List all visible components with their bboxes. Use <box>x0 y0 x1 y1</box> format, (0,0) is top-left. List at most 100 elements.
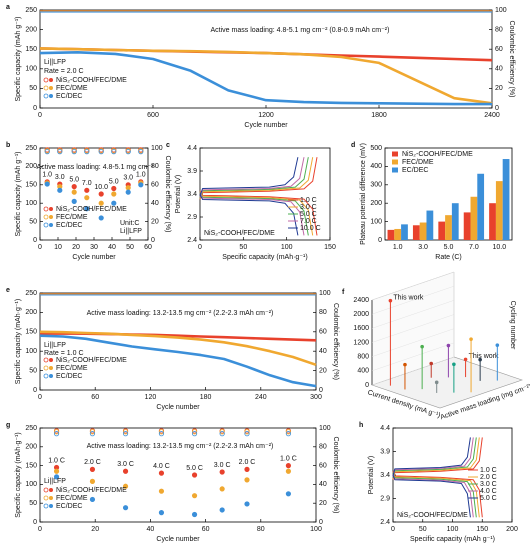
y-tick-label: 250 <box>25 145 37 152</box>
y2-tick-label: 40 <box>495 66 503 73</box>
panel-label: h <box>359 422 363 429</box>
legend-swatch <box>43 365 49 371</box>
y2-tick-label: 40 <box>319 481 327 488</box>
y-tick-label: 2.9 <box>187 214 197 221</box>
legend-swatch <box>43 503 49 509</box>
y2-tick-label: 40 <box>319 348 327 355</box>
legend-swatch <box>43 77 49 83</box>
legend-label: EC/DEC <box>56 93 82 100</box>
y-tick-label: 0 <box>33 387 37 394</box>
efficiency-point <box>89 431 96 437</box>
rate-label: 3.0 <box>55 174 65 181</box>
legend-label: 5.0 C <box>300 211 317 218</box>
data-point <box>138 182 144 188</box>
rate-label: 7.0 <box>82 180 92 187</box>
data-line <box>39 47 493 105</box>
y2-tick-label: 0 <box>319 519 323 526</box>
efficiency-point <box>191 431 198 437</box>
data-line <box>39 51 492 106</box>
legend-label: EC/DEC <box>56 373 82 380</box>
rate-label: 2.0 C <box>239 459 256 466</box>
x-tick-label: 300 <box>310 394 322 401</box>
stem-point <box>495 343 500 347</box>
legend-label: EC/DEC <box>402 167 428 174</box>
y-tick-label: 500 <box>370 145 382 152</box>
legend-label: FEC/DME <box>402 159 434 166</box>
data-point <box>244 466 250 472</box>
x-axis-label: Rate (C) <box>435 254 461 261</box>
y-tick-label: 50 <box>29 367 37 374</box>
rate-label: 2.0 C <box>84 459 101 466</box>
efficiency-point <box>158 429 165 435</box>
data-point <box>53 474 60 480</box>
bar <box>463 212 471 240</box>
x-tick-label: 10.0 <box>492 244 506 251</box>
y-tick-label: 250 <box>25 7 37 14</box>
y2-axis-label: Coulombic efficiency (%) <box>508 21 515 98</box>
annotation: Li||LFP <box>44 342 66 349</box>
stem-point <box>388 298 393 303</box>
legend-swatch <box>43 93 49 99</box>
y-tick-label: 3.4 <box>380 472 390 479</box>
legend-label: EC/DEC <box>56 222 82 229</box>
x-tick-label: 30 <box>90 244 98 251</box>
annotation: NiS₂-COOH/FEC/DME <box>397 512 468 519</box>
y-tick-label: 200 <box>25 163 37 170</box>
legend-label: NiS₂-COOH/FEC/DME <box>56 77 127 84</box>
legend-swatch <box>49 207 53 211</box>
y-tick-label: 1200 <box>353 339 369 346</box>
legend-label: 1.0 C <box>480 467 497 474</box>
efficiency-point <box>71 149 77 155</box>
efficiency-point <box>219 431 225 437</box>
stem-point <box>403 362 407 367</box>
data-point <box>191 511 198 518</box>
x-tick-label: 50 <box>126 244 134 251</box>
grid-line <box>371 328 455 357</box>
annotation: Active mass loading: 4.8-5.1 mg cm⁻² <box>37 164 155 171</box>
stem-point <box>446 343 451 348</box>
legend-swatch <box>49 366 53 370</box>
legend-swatch <box>43 495 49 501</box>
y-tick-label: 0 <box>378 237 382 244</box>
legend-label: NiS₂-COOH/FEC/DME <box>56 206 127 213</box>
efficiency-point <box>53 429 60 435</box>
panel-label: c <box>166 142 170 149</box>
data-point <box>84 206 90 212</box>
legend-swatch <box>392 167 398 173</box>
y2-tick-label: 0 <box>151 237 155 244</box>
bar <box>412 225 420 240</box>
data-point <box>57 187 63 193</box>
data-point <box>285 468 291 474</box>
x-tick-label: 5.0 <box>444 244 454 251</box>
legend-label: NiS₂-COOH/FEC/DME <box>56 487 127 494</box>
data-point <box>125 189 131 195</box>
rate-label: 1.0 C <box>280 455 297 462</box>
y-tick-label: 3.4 <box>187 191 197 198</box>
rate-label: 3.0 C <box>214 462 231 469</box>
legend-swatch <box>43 206 49 212</box>
efficiency-point <box>57 149 63 155</box>
x-tick-label: 0 <box>38 526 42 533</box>
x-tick-label: 0 <box>38 394 42 401</box>
y2-axis-label: Coulombic efficiency (%) <box>332 437 339 514</box>
x-tick-label: 100 <box>447 526 459 533</box>
y-tick-label: 200 <box>25 309 37 316</box>
legend-swatch <box>49 374 53 378</box>
data-point <box>89 478 96 484</box>
y-tick-label: 200 <box>370 200 382 207</box>
legend-swatch <box>49 488 53 492</box>
y-tick-label: 100 <box>370 218 382 225</box>
grid-line <box>371 314 455 343</box>
efficiency-point <box>98 149 104 155</box>
data-line <box>39 334 317 388</box>
legend-label: NiS₂-COOH/FEC/DME <box>56 357 127 364</box>
annotation: Active mass loading: 13.2-13.5 mg cm⁻² (… <box>87 310 274 317</box>
x-tick-label: 2400 <box>484 112 500 119</box>
rate-label: 5.0 C <box>186 465 203 472</box>
rate-label: 3.0 C <box>117 461 134 468</box>
bar <box>401 224 408 240</box>
y-tick-label: 2.4 <box>380 519 390 526</box>
y2-tick-label: 60 <box>319 329 327 336</box>
legend-swatch <box>49 504 53 508</box>
panel-label: d <box>351 142 355 149</box>
